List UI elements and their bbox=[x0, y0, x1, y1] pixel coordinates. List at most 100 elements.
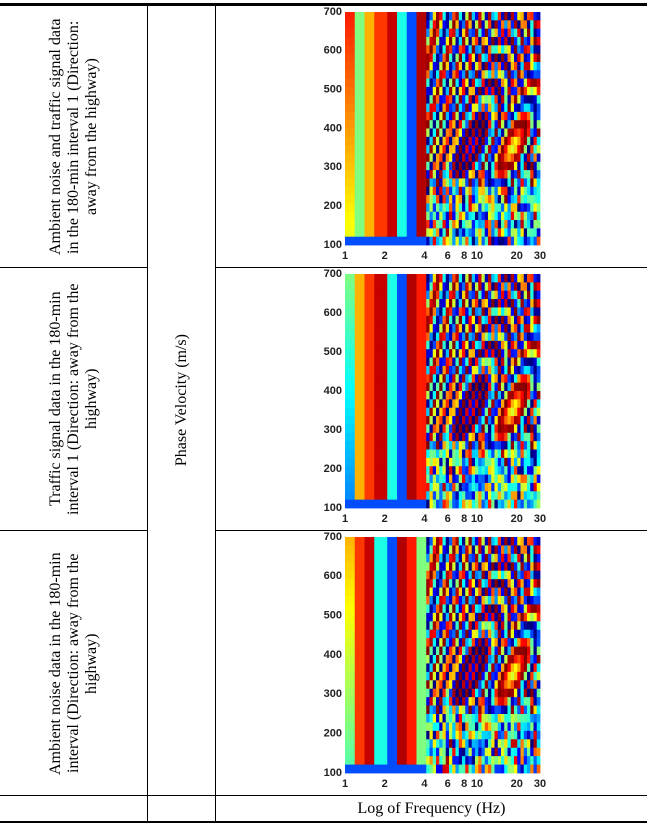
heat-cell bbox=[374, 722, 378, 731]
heat-cell bbox=[527, 237, 531, 246]
heat-cell bbox=[426, 137, 430, 146]
heat-cell bbox=[482, 483, 486, 492]
heat-cell bbox=[508, 358, 512, 367]
heat-cell bbox=[527, 37, 531, 46]
heat-cell bbox=[420, 562, 424, 571]
heat-cell bbox=[355, 537, 359, 546]
heat-cell bbox=[345, 95, 349, 104]
heat-cell bbox=[365, 366, 369, 375]
heat-cell bbox=[456, 483, 460, 492]
heat-cell bbox=[394, 95, 398, 104]
heat-cell bbox=[391, 195, 395, 204]
heat-cell bbox=[404, 672, 408, 681]
heat-cell bbox=[527, 450, 531, 459]
heat-cell bbox=[433, 748, 437, 757]
heat-cell bbox=[508, 349, 512, 358]
heat-cell bbox=[478, 70, 482, 79]
heat-cell bbox=[404, 697, 408, 706]
heat-cell bbox=[348, 680, 352, 689]
heat-cell bbox=[400, 20, 404, 29]
heat-cell bbox=[368, 29, 372, 38]
heat-cell bbox=[355, 383, 359, 392]
heat-cell bbox=[368, 562, 372, 571]
heat-cell bbox=[508, 680, 512, 689]
heat-cell bbox=[524, 748, 528, 757]
heat-cell bbox=[511, 45, 515, 54]
heat-cell bbox=[394, 37, 398, 46]
heat-cell bbox=[501, 554, 505, 563]
heat-cell bbox=[423, 739, 427, 748]
heat-cell bbox=[433, 104, 437, 113]
heat-cell bbox=[365, 714, 369, 723]
heat-cell bbox=[426, 228, 430, 237]
heat-cell bbox=[391, 220, 395, 229]
heat-cell bbox=[498, 324, 502, 333]
heat-cell bbox=[423, 104, 427, 113]
heat-cell bbox=[475, 466, 479, 475]
heat-cell bbox=[459, 706, 463, 715]
heat-cell bbox=[374, 571, 378, 580]
heat-cell bbox=[348, 613, 352, 622]
heat-cell bbox=[537, 54, 541, 63]
heat-cell bbox=[521, 187, 525, 196]
heat-cell bbox=[361, 765, 365, 774]
heat-cell bbox=[472, 137, 476, 146]
heat-cell bbox=[462, 220, 466, 229]
heat-cell bbox=[423, 162, 427, 171]
heat-cell bbox=[371, 689, 375, 698]
heat-cell bbox=[361, 491, 365, 500]
heat-cell bbox=[433, 596, 437, 605]
heat-cell bbox=[417, 316, 421, 325]
heat-cell bbox=[355, 739, 359, 748]
heat-cell bbox=[430, 399, 434, 408]
heat-cell bbox=[501, 588, 505, 597]
heat-cell bbox=[430, 545, 434, 554]
heat-cell bbox=[407, 458, 411, 467]
heat-cell bbox=[462, 441, 466, 450]
heat-cell bbox=[404, 153, 408, 162]
heat-cell bbox=[488, 714, 492, 723]
heat-cell bbox=[491, 588, 495, 597]
heat-cell bbox=[530, 220, 534, 229]
heat-cell bbox=[478, 630, 482, 639]
heat-cell bbox=[478, 324, 482, 333]
heat-cell bbox=[443, 680, 447, 689]
heat-cell bbox=[404, 282, 408, 291]
heat-cell bbox=[378, 95, 382, 104]
heat-cell bbox=[511, 170, 515, 179]
heat-cell bbox=[524, 571, 528, 580]
heat-cell bbox=[469, 441, 473, 450]
heat-cell bbox=[426, 765, 430, 774]
heat-cell bbox=[449, 706, 453, 715]
heat-cell bbox=[384, 680, 388, 689]
heat-cell bbox=[511, 324, 515, 333]
heat-cell bbox=[426, 647, 430, 656]
heat-cell bbox=[469, 697, 473, 706]
heat-cell bbox=[387, 203, 391, 212]
heat-cell bbox=[517, 220, 521, 229]
heat-cell bbox=[537, 466, 541, 475]
heat-cell bbox=[365, 647, 369, 656]
heat-cell bbox=[413, 212, 417, 221]
heat-cell bbox=[417, 220, 421, 229]
heat-cell bbox=[420, 95, 424, 104]
heat-cell bbox=[472, 537, 476, 546]
heat-cell bbox=[498, 765, 502, 774]
heat-cell bbox=[482, 153, 486, 162]
heat-cell bbox=[517, 145, 521, 154]
heat-cell bbox=[394, 104, 398, 113]
heat-cell bbox=[530, 228, 534, 237]
heat-cell bbox=[514, 680, 518, 689]
heat-cell bbox=[439, 416, 443, 425]
heat-cell bbox=[530, 424, 534, 433]
heat-cell bbox=[449, 466, 453, 475]
heat-cell bbox=[378, 491, 382, 500]
heat-cell bbox=[478, 366, 482, 375]
heat-cell bbox=[488, 203, 492, 212]
heat-cell bbox=[485, 145, 489, 154]
heat-cell bbox=[488, 374, 492, 383]
heat-cell bbox=[524, 697, 528, 706]
heat-cell bbox=[462, 450, 466, 459]
heat-cell bbox=[482, 37, 486, 46]
heat-cell bbox=[426, 282, 430, 291]
